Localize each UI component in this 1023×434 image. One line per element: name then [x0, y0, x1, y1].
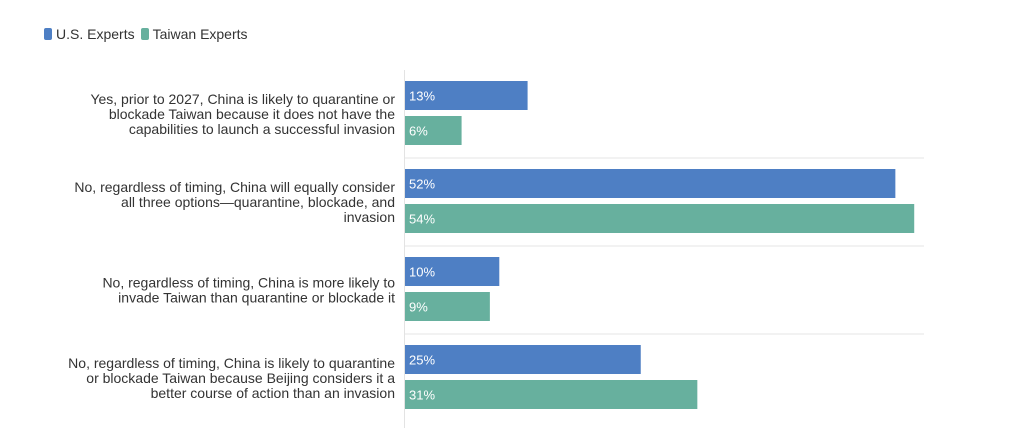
category-label: No, regardless of timing, China is likel…	[68, 355, 395, 401]
bar-value-label: 52%	[409, 177, 435, 192]
bar-value-label: 6%	[409, 124, 428, 139]
category-label: No, regardless of timing, China will equ…	[74, 179, 395, 225]
legend-label-us: U.S. Experts	[56, 26, 135, 42]
legend-item-taiwan-experts[interactable]: Taiwan Experts	[140, 26, 248, 42]
bar-us-experts[interactable]	[405, 257, 500, 286]
bar-value-label: 54%	[409, 212, 435, 227]
bar-taiwan-experts[interactable]	[405, 292, 490, 321]
chart-legend: U.S. Experts Taiwan Experts	[44, 26, 254, 42]
bar-taiwan-experts[interactable]	[405, 380, 698, 409]
category-label: No, regardless of timing, China is more …	[102, 275, 395, 306]
legend-label-taiwan: Taiwan Experts	[152, 26, 248, 42]
bar-value-label: 25%	[409, 353, 435, 368]
bar-us-experts[interactable]	[405, 169, 896, 198]
legend-swatch-us	[44, 28, 52, 40]
bar-value-label: 13%	[409, 89, 435, 104]
category-label: Yes, prior to 2027, China is likely to q…	[90, 91, 395, 137]
bar-value-label: 31%	[409, 388, 435, 403]
bar-taiwan-experts[interactable]	[405, 116, 462, 145]
bar-us-experts[interactable]	[405, 345, 641, 374]
legend-item-us-experts[interactable]: U.S. Experts	[44, 26, 135, 42]
bar-value-label: 9%	[409, 300, 428, 315]
bar-taiwan-experts[interactable]	[405, 204, 915, 233]
bar-us-experts[interactable]	[405, 81, 528, 110]
bar-value-label: 10%	[409, 265, 435, 280]
legend-swatch-taiwan	[140, 28, 149, 40]
